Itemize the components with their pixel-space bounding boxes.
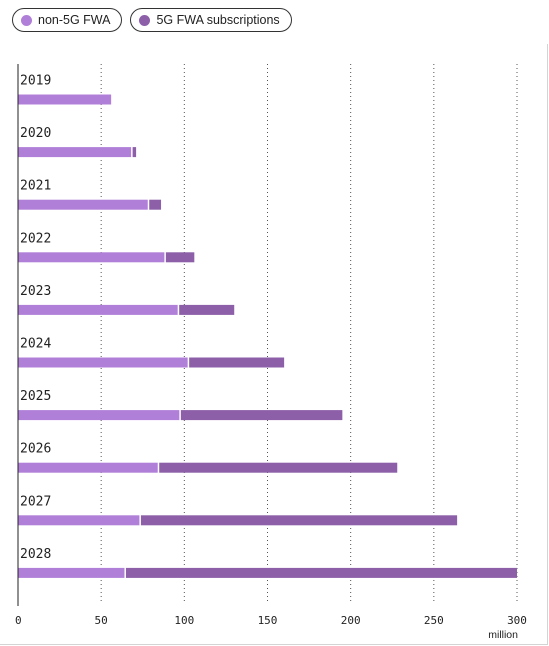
bar-2019-non-5g-fwa: [18, 94, 112, 105]
bar-2028-non-5g-fwa: [18, 567, 125, 578]
bar-2024-non-5g-fwa: [18, 357, 188, 368]
year-label-2024: 2024: [20, 337, 51, 352]
bar-2026-5g-fwa: [159, 462, 398, 473]
bar-2021-5g-fwa: [149, 199, 162, 210]
x-tick-label-150: 150: [258, 614, 278, 627]
legend-label-5g-fwa: 5G FWA subscriptions: [156, 13, 280, 27]
x-tick-label-200: 200: [341, 614, 361, 627]
year-label-2022: 2022: [20, 231, 51, 246]
x-tick-label-0: 0: [15, 614, 22, 627]
legend-swatch-5g-fwa: [139, 14, 151, 26]
year-label-2020: 2020: [20, 126, 51, 141]
year-label-2025: 2025: [20, 389, 51, 404]
year-label-2021: 2021: [20, 179, 51, 194]
year-label-2019: 2019: [20, 74, 51, 89]
year-label-2028: 2028: [20, 547, 51, 562]
bar-2023-5g-fwa: [179, 304, 235, 315]
bar-2024-5g-fwa: [189, 357, 285, 368]
bar-2023-non-5g-fwa: [18, 304, 178, 315]
legend-label-non-5g-fwa: non-5G FWA: [38, 13, 111, 27]
bar-2020-5g-fwa: [132, 147, 137, 158]
bar-2026-non-5g-fwa: [18, 462, 158, 473]
x-axis-unit-label: million: [488, 629, 518, 641]
x-tick-label-100: 100: [174, 614, 194, 627]
legend: non-5G FWA 5G FWA subscriptions: [12, 8, 292, 32]
bar-2027-non-5g-fwa: [18, 515, 140, 526]
year-label-2027: 2027: [20, 494, 51, 509]
bar-2025-5g-fwa: [180, 410, 343, 421]
bar-2022-non-5g-fwa: [18, 252, 165, 263]
x-tick-label-50: 50: [95, 614, 108, 627]
x-tick-label-250: 250: [424, 614, 444, 627]
bar-2025-non-5g-fwa: [18, 410, 180, 421]
bar-2020-non-5g-fwa: [18, 147, 132, 158]
year-label-2023: 2023: [20, 284, 51, 299]
legend-item-non-5g-fwa[interactable]: non-5G FWA: [12, 8, 123, 32]
bar-2028-5g-fwa: [125, 567, 517, 578]
legend-swatch-non-5g-fwa: [21, 14, 32, 26]
bar-2021-non-5g-fwa: [18, 199, 148, 210]
x-tick-label-300: 300: [507, 614, 527, 627]
bar-2022-5g-fwa: [165, 252, 195, 263]
legend-item-5g-fwa[interactable]: 5G FWA subscriptions: [130, 8, 292, 32]
year-label-2026: 2026: [20, 442, 51, 457]
bar-2027-5g-fwa: [140, 515, 458, 526]
chart-frame: [0, 44, 548, 645]
